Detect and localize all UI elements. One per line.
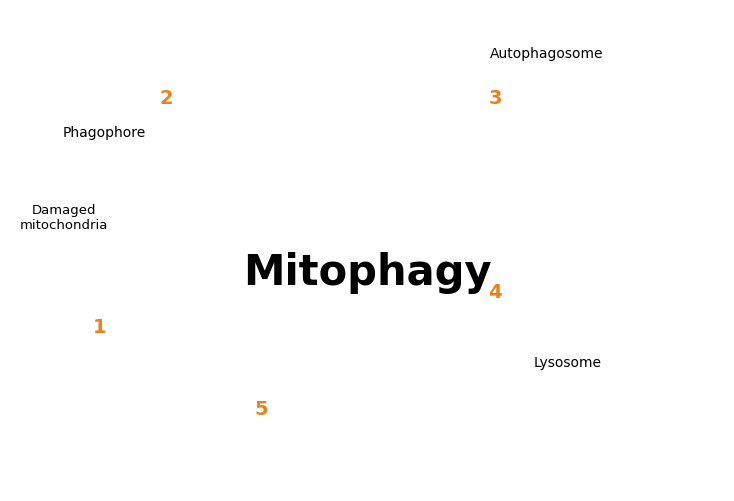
Circle shape bbox=[0, 0, 511, 501]
Circle shape bbox=[0, 13, 500, 501]
Circle shape bbox=[0, 7, 520, 501]
Circle shape bbox=[0, 15, 520, 501]
Circle shape bbox=[0, 5, 478, 501]
Circle shape bbox=[0, 0, 485, 501]
Circle shape bbox=[0, 5, 504, 501]
Text: Damaged
mitochondria: Damaged mitochondria bbox=[19, 204, 108, 232]
Text: Mitophagy: Mitophagy bbox=[243, 252, 491, 294]
Circle shape bbox=[0, 18, 470, 501]
Polygon shape bbox=[0, 0, 734, 471]
Circle shape bbox=[0, 2, 489, 501]
Circle shape bbox=[0, 22, 517, 501]
Circle shape bbox=[0, 0, 500, 501]
Circle shape bbox=[0, 15, 478, 501]
Circle shape bbox=[0, 33, 493, 501]
Text: 3: 3 bbox=[488, 89, 502, 108]
Polygon shape bbox=[0, 0, 734, 456]
Circle shape bbox=[0, 2, 473, 501]
Circle shape bbox=[0, 18, 507, 501]
Circle shape bbox=[0, 0, 620, 501]
Circle shape bbox=[0, 0, 704, 501]
Circle shape bbox=[0, 27, 511, 501]
Circle shape bbox=[0, 21, 485, 501]
Text: 5: 5 bbox=[254, 400, 268, 419]
Circle shape bbox=[0, 11, 511, 501]
Circle shape bbox=[0, 0, 509, 501]
Text: Autophagosome: Autophagosome bbox=[490, 47, 603, 61]
Circle shape bbox=[0, 0, 634, 471]
Circle shape bbox=[9, 0, 734, 501]
Circle shape bbox=[0, 22, 500, 501]
Text: 2: 2 bbox=[159, 89, 172, 108]
Circle shape bbox=[0, 18, 515, 501]
Circle shape bbox=[0, 0, 598, 501]
Text: 1: 1 bbox=[93, 318, 107, 337]
Circle shape bbox=[0, 26, 507, 501]
Circle shape bbox=[0, 0, 535, 501]
Circle shape bbox=[57, 0, 734, 484]
Text: Lysosome: Lysosome bbox=[534, 356, 602, 370]
Circle shape bbox=[0, 23, 478, 501]
Circle shape bbox=[0, 10, 507, 501]
Circle shape bbox=[0, 26, 493, 501]
Circle shape bbox=[0, 7, 493, 501]
Circle shape bbox=[0, 30, 500, 501]
Text: Phagophore: Phagophore bbox=[62, 126, 145, 140]
Circle shape bbox=[0, 11, 485, 501]
Circle shape bbox=[0, 31, 478, 501]
Circle shape bbox=[0, 5, 515, 501]
Polygon shape bbox=[0, 0, 640, 501]
Text: 4: 4 bbox=[488, 284, 502, 302]
Circle shape bbox=[0, 29, 485, 501]
Circle shape bbox=[0, 17, 493, 501]
Circle shape bbox=[0, 0, 642, 501]
Circle shape bbox=[0, 10, 470, 501]
